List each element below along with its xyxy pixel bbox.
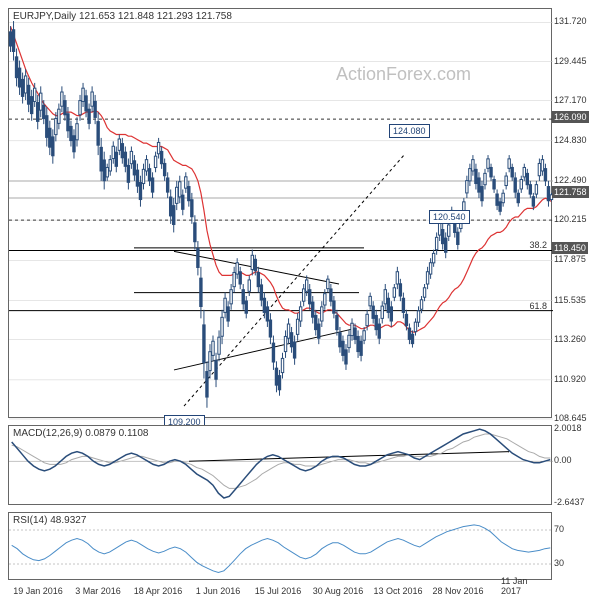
- rsi-panel: RSI(14) 48.9327: [8, 512, 552, 580]
- rsi-y-label: 30: [554, 558, 598, 568]
- y-axis-tag: 118.450: [552, 242, 588, 254]
- macd-y-label: 0.00: [554, 455, 598, 465]
- x-tick-label: 1 Jun 2016: [196, 586, 241, 596]
- y-tick-label: 120.215: [554, 214, 598, 224]
- x-tick-label: 18 Apr 2016: [134, 586, 183, 596]
- price-label: 124.080: [389, 124, 430, 138]
- y-tick-label: 108.645: [554, 413, 598, 423]
- price-chart-svg: [9, 9, 553, 419]
- y-tick-label: 127.170: [554, 95, 598, 105]
- y-tick-label: 110.920: [554, 374, 598, 384]
- macd-chart-svg: [9, 426, 553, 506]
- x-tick-label: 30 Aug 2016: [313, 586, 364, 596]
- x-tick-label: 19 Jan 2016: [13, 586, 63, 596]
- x-tick-label: 28 Nov 2016: [432, 586, 483, 596]
- y-tick-label: 117.875: [554, 254, 598, 264]
- macd-y-label: 2.0018: [554, 423, 598, 433]
- y-tick-label: 115.535: [554, 295, 598, 305]
- macd-panel: MACD(12,26,9) 0.0879 0.1108: [8, 425, 552, 505]
- y-tick-label: 124.830: [554, 135, 598, 145]
- y-tick-label: 113.260: [554, 334, 598, 344]
- y-axis-tag: 126.090: [552, 111, 589, 123]
- rsi-chart-svg: [9, 513, 553, 581]
- x-tick-label: 3 Mar 2016: [75, 586, 121, 596]
- x-tick-label: 11 Jan 2017: [501, 576, 535, 596]
- fib-label: 61.8: [529, 301, 547, 311]
- x-tick-label: 13 Oct 2016: [373, 586, 422, 596]
- y-tick-label: 129.445: [554, 56, 598, 66]
- y-tick-label: 122.490: [554, 175, 598, 185]
- x-axis-labels: 19 Jan 2016 3 Mar 2016 18 Apr 2016 1 Jun 20…: [8, 582, 552, 596]
- macd-y-label: -2.6437: [554, 497, 598, 507]
- y-tick-label: 131.720: [554, 16, 598, 26]
- rsi-y-label: 70: [554, 524, 598, 534]
- x-tick-label: 15 Jul 2016: [255, 586, 302, 596]
- price-panel: EURJPY,Daily 121.653 121.848 121.293 121…: [8, 8, 552, 418]
- price-label: 120.540: [429, 210, 470, 224]
- y-axis-tag: 121.758: [552, 186, 589, 198]
- fib-label: 38.2: [529, 240, 547, 250]
